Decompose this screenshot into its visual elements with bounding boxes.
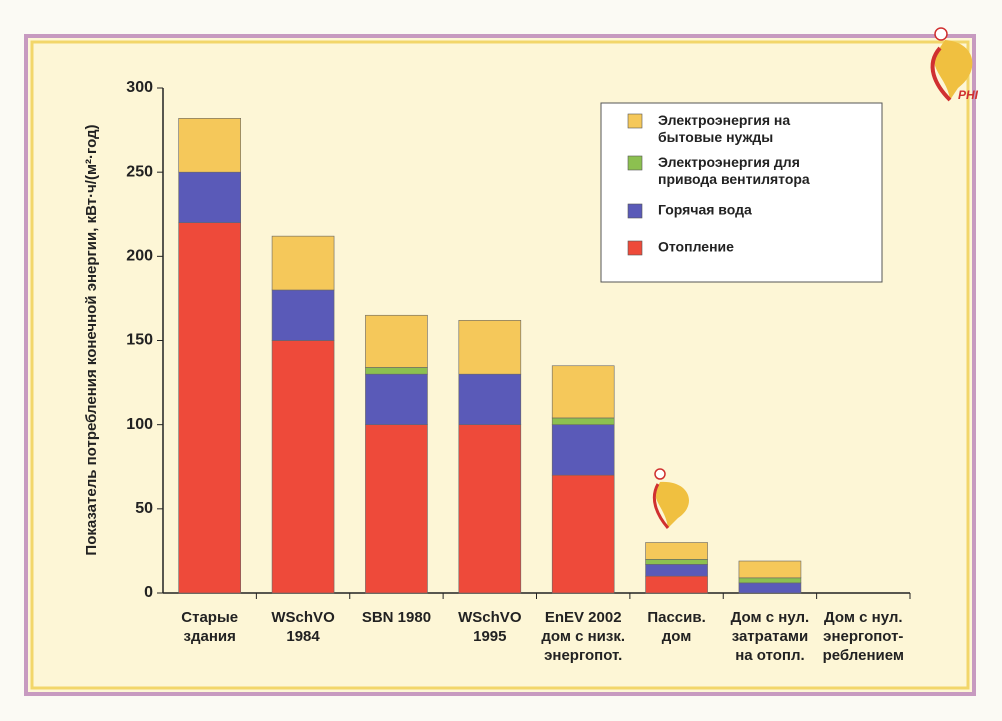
bar-segment xyxy=(365,367,428,375)
bar-segment xyxy=(645,559,708,565)
x-tick-label: WSchVO xyxy=(458,609,522,626)
x-tick-label: Пассив. xyxy=(647,609,705,626)
x-tick-label: EnEV 2002 xyxy=(545,609,622,626)
bar-segment xyxy=(271,235,335,291)
bar-segment xyxy=(645,575,708,594)
bar-segment xyxy=(271,289,335,341)
y-tick-label: 200 xyxy=(126,248,153,265)
y-tick-label: 0 xyxy=(144,584,153,601)
logo-icon xyxy=(930,27,973,102)
bar-segment xyxy=(738,582,802,594)
legend-label: Горячая вода xyxy=(658,202,752,218)
logo-text: PHI xyxy=(958,88,979,102)
bar-segment xyxy=(458,373,522,425)
x-tick-label: энергопот- xyxy=(823,628,903,645)
passive-icon xyxy=(652,468,690,529)
frame-inner xyxy=(30,40,970,690)
x-tick-label: SBN 1980 xyxy=(362,609,431,626)
y-tick-label: 50 xyxy=(135,500,153,517)
legend-swatch xyxy=(627,113,643,129)
x-tick-label: энергопот. xyxy=(544,647,622,664)
bar-segment xyxy=(178,171,241,223)
bar-segment xyxy=(365,314,428,368)
legend-swatch xyxy=(627,155,643,171)
bar-segment xyxy=(551,474,615,594)
bar-segment xyxy=(645,564,708,577)
x-tick-label: Дом с нул. xyxy=(731,609,810,626)
bar-segment xyxy=(738,577,802,584)
bar-segment xyxy=(365,424,428,594)
bar-segment xyxy=(551,417,615,425)
y-tick-label: 150 xyxy=(126,332,153,349)
bar-segment xyxy=(365,373,428,425)
x-tick-label: реблением xyxy=(823,647,904,664)
y-tick-label: 300 xyxy=(126,79,153,96)
legend-swatch xyxy=(627,240,643,256)
legend-box xyxy=(600,102,883,283)
legend-label: Отопление xyxy=(658,239,734,255)
x-tick-label: 1984 xyxy=(286,628,320,645)
x-tick-label: Старые xyxy=(181,609,238,626)
bar-segment xyxy=(458,424,522,594)
bar-segment xyxy=(738,560,802,579)
x-tick-label: здания xyxy=(184,628,236,645)
bar-segment xyxy=(271,340,335,594)
bar-segment xyxy=(551,424,615,476)
x-tick-label: WSchVO xyxy=(271,609,335,626)
y-tick-label: 100 xyxy=(126,416,153,433)
bar-segment xyxy=(551,365,615,419)
legend-label: Электроэнергия на бытовые нужды xyxy=(658,112,790,145)
x-tick-label: на отопл. xyxy=(735,647,804,664)
x-tick-label: дом с низк. xyxy=(541,628,625,645)
bar-segment xyxy=(178,118,241,173)
legend-swatch xyxy=(627,203,643,219)
x-tick-label: затратами xyxy=(732,628,808,645)
bar-segment xyxy=(645,542,708,560)
x-tick-label: дом xyxy=(662,628,692,645)
bar-segment xyxy=(458,319,522,375)
y-axis-label: Показатель потребления конечной энергии,… xyxy=(83,124,100,555)
x-tick-label: 1995 xyxy=(473,628,506,645)
legend-label: Электроэнергия для привода вентилятора xyxy=(658,154,810,187)
bar-segment xyxy=(178,222,241,594)
x-tick-label: Дом с нул. xyxy=(824,609,903,626)
y-tick-label: 250 xyxy=(126,163,153,180)
